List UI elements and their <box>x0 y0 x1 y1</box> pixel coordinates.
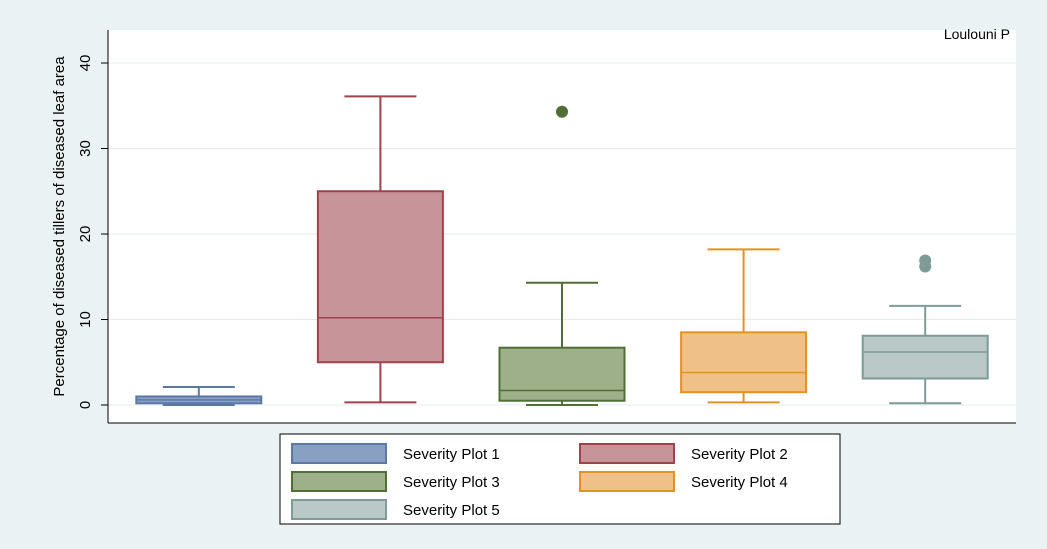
legend-key <box>291 443 387 464</box>
box <box>680 331 808 394</box>
legend-key <box>291 499 387 520</box>
outlier-point <box>919 254 932 267</box>
legend-label: Severity Plot 3 <box>403 474 500 491</box>
legend: Severity Plot 1 Severity Plot 2 Severity P… <box>279 433 841 525</box>
box-group <box>316 95 444 404</box>
box-group <box>498 105 626 406</box>
y-axis-label: Percentage of diseased tillers of diseas… <box>51 56 68 397</box>
legend-key <box>291 471 387 492</box>
box <box>861 334 989 380</box>
legend-key <box>579 471 675 492</box>
y-tick-label: 0 <box>77 401 94 409</box>
legend-label: Severity Plot 5 <box>403 502 500 519</box>
legend-label: Severity Plot 4 <box>691 474 788 491</box>
outlier-point <box>556 105 568 118</box>
box <box>498 346 626 402</box>
legend-key <box>579 443 675 464</box>
legend-label: Severity Plot 1 <box>403 446 500 463</box>
y-tick-label: 40 <box>77 55 94 72</box>
box-group <box>680 248 808 404</box>
corner-annotation: Loulouni P <box>944 26 1010 42</box>
y-tick-label: 10 <box>77 311 94 328</box>
box <box>316 190 444 364</box>
axes: 0 10 20 30 40 <box>77 30 1016 424</box>
box-group <box>861 254 989 405</box>
boxes <box>135 95 989 406</box>
legend-label: Severity Plot 2 <box>691 446 788 463</box>
y-tick-label: 20 <box>77 226 94 243</box>
box-group <box>135 386 263 406</box>
y-tick-label: 30 <box>77 140 94 157</box>
